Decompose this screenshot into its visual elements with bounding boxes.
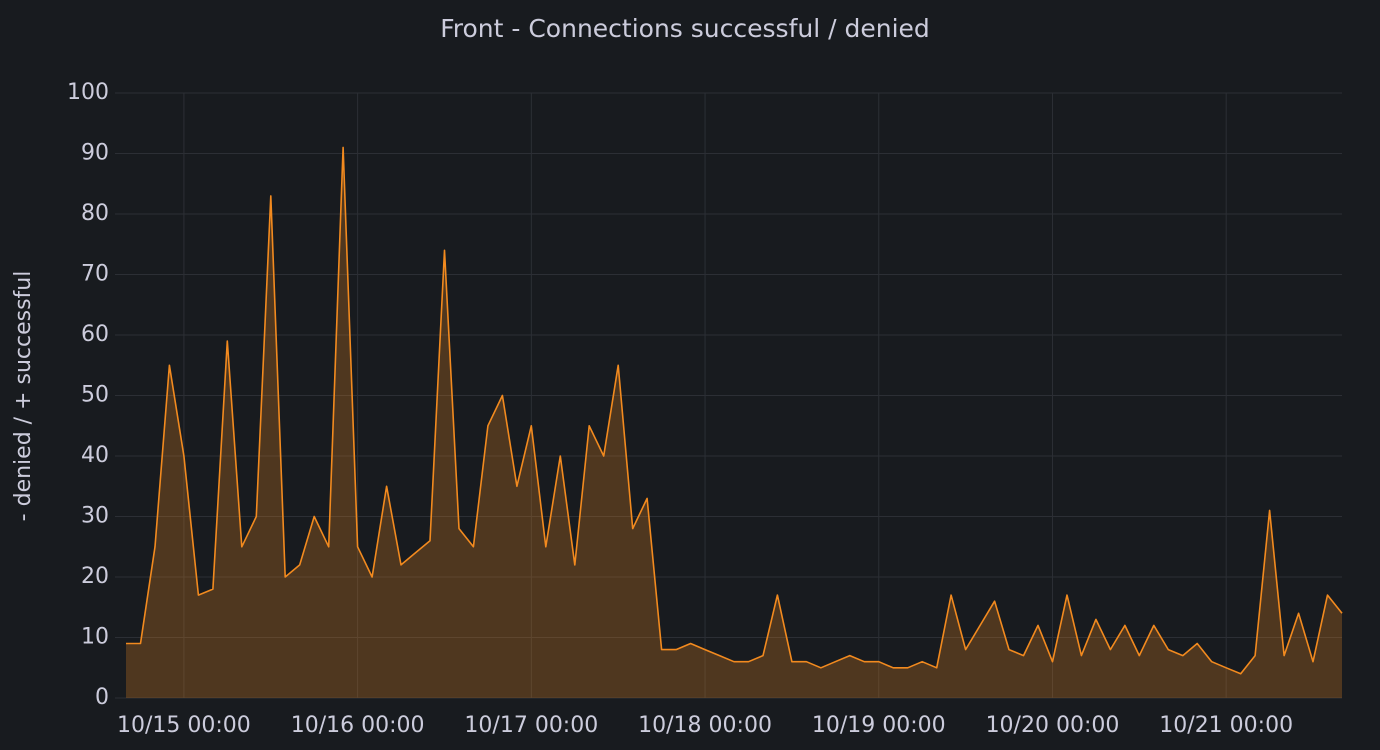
series-line <box>126 146 1343 675</box>
y-tick-label: 10 <box>81 625 109 650</box>
y-axis-label: - denied / + successful <box>11 271 36 522</box>
y-tick-label: 20 <box>81 564 109 589</box>
x-tick-label: 10/19 00:00 <box>812 713 946 738</box>
x-tick-label: 10/17 00:00 <box>464 713 598 738</box>
y-tick-label: 60 <box>81 322 109 347</box>
y-tick-label: 80 <box>81 201 109 226</box>
y-tick-label: 50 <box>81 383 109 408</box>
y-tick-label: 40 <box>81 443 109 468</box>
y-tick-label: 90 <box>81 141 109 166</box>
y-tick-label: 30 <box>81 504 109 529</box>
x-tick-label: 10/20 00:00 <box>986 713 1120 738</box>
y-tick-label: 70 <box>81 262 109 287</box>
area-fill <box>126 147 1342 698</box>
x-tick-label: 10/21 00:00 <box>1159 713 1293 738</box>
x-tick-label: 10/18 00:00 <box>638 713 772 738</box>
y-tick-label: 0 <box>95 685 109 710</box>
x-tick-label: 10/15 00:00 <box>117 713 251 738</box>
y-tick-label: 100 <box>67 80 109 105</box>
chart-title: Front - Connections successful / denied <box>440 14 930 43</box>
x-tick-label: 10/16 00:00 <box>291 713 425 738</box>
